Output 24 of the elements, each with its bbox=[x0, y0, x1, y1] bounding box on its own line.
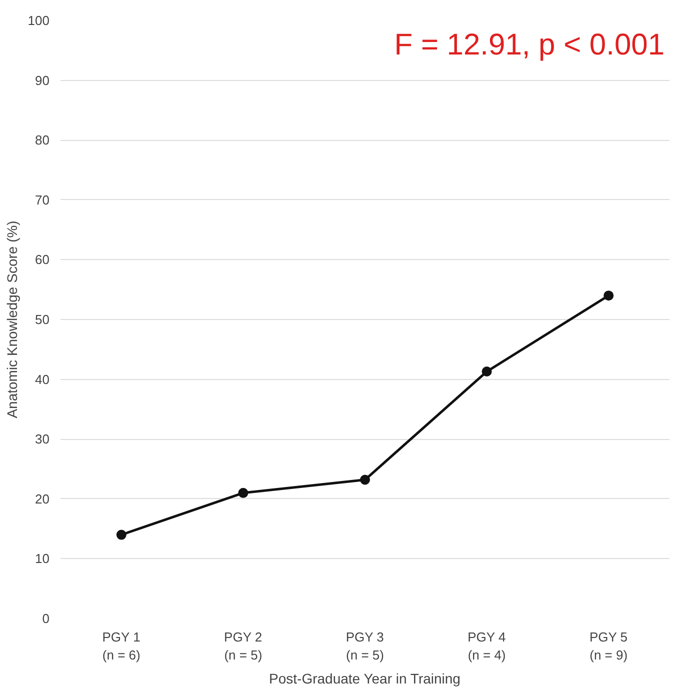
y-tick-label: 70 bbox=[35, 192, 50, 208]
y-tick-label: 50 bbox=[35, 312, 50, 327]
annotation: F = 12.91, p < 0.001 bbox=[394, 28, 665, 62]
y-axis-title: Anatomic Knowledge Score (%) bbox=[4, 220, 20, 418]
point bbox=[116, 530, 126, 540]
point bbox=[482, 366, 492, 377]
x-axis-title: Post-Graduate Year in Training bbox=[269, 670, 460, 686]
y-tick-label: 30 bbox=[35, 432, 50, 447]
point bbox=[604, 290, 614, 301]
y-tick-label: 0 bbox=[42, 611, 50, 626]
x-tick-label: PGY 1 (n = 6) bbox=[102, 630, 140, 662]
y-tick-label: 90 bbox=[35, 72, 50, 88]
x-tick-label: PGY 4 (n = 4) bbox=[468, 630, 506, 662]
y-tick-label: 40 bbox=[35, 372, 50, 387]
x-tick-label: PGY 2 (n = 5) bbox=[224, 630, 262, 662]
point bbox=[238, 488, 248, 498]
point bbox=[360, 474, 370, 485]
x-tick-label: PGY 3 (n = 5) bbox=[346, 630, 384, 662]
y-tick-label: 20 bbox=[35, 491, 50, 506]
y-tick-label: 10 bbox=[35, 551, 50, 566]
x-tick-label: PGY 5 (n = 9) bbox=[589, 630, 628, 662]
y-tick-label: 100 bbox=[28, 13, 50, 28]
y-tick-label: 80 bbox=[35, 132, 50, 148]
y-tick-label: 60 bbox=[35, 252, 50, 268]
